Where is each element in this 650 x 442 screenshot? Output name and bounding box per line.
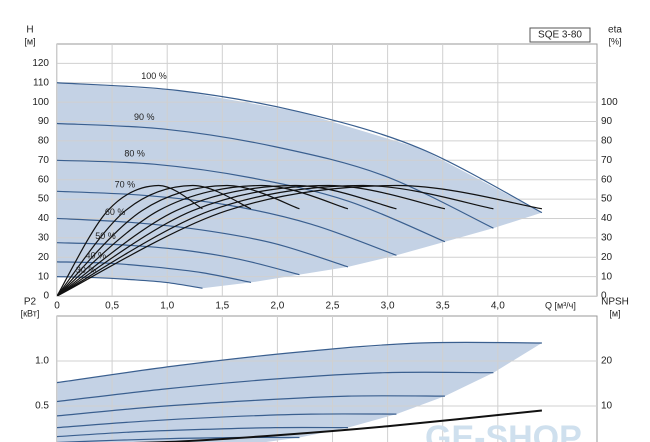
plot-content xyxy=(57,44,597,296)
y2-tick-label: 50 xyxy=(601,194,613,205)
secondary-curve xyxy=(57,184,446,296)
curve-label: 80 % xyxy=(124,149,145,159)
y-tick-label: 90 xyxy=(38,116,50,127)
secondary-curve xyxy=(57,184,300,296)
x-tick-label: 0,5 xyxy=(105,301,119,312)
x-tick-label: 1,5 xyxy=(215,301,229,312)
y2-axis-label: eta xyxy=(608,25,622,36)
y2-tick-label: 60 xyxy=(601,174,613,185)
y-axis-unit: [м] xyxy=(24,36,35,46)
y-axis-label: P2 xyxy=(24,297,37,308)
y2-tick-label: 90 xyxy=(601,116,613,127)
curve xyxy=(57,159,446,243)
x-tick-label: 3,0 xyxy=(381,301,395,312)
curve xyxy=(57,122,494,229)
y2-tick-label: 80 xyxy=(601,136,613,147)
y2-axis-label: NPSH xyxy=(601,297,629,308)
y2-axis-unit: [%] xyxy=(608,36,621,46)
curve-label: 60 % xyxy=(105,207,126,217)
curve xyxy=(57,341,542,384)
y-tick-label: 120 xyxy=(32,58,49,69)
secondary-curve xyxy=(57,184,397,296)
y-axis-unit: [кВт] xyxy=(21,308,40,318)
y2-axis-unit: [м] xyxy=(609,308,620,318)
y2-tick-label: 30 xyxy=(601,232,613,243)
y-tick-label: 100 xyxy=(32,97,49,108)
curve xyxy=(57,395,445,417)
y-tick-label: 10 xyxy=(38,271,50,282)
y2-tick-label: 0 xyxy=(601,291,607,302)
curve-label: 70 % xyxy=(115,180,136,190)
y-tick-label: 70 xyxy=(38,155,50,166)
y-tick-label: 0 xyxy=(43,291,49,302)
y-tick-label: 1.0 xyxy=(35,356,49,367)
secondary-curve xyxy=(57,184,494,296)
secondary-curve xyxy=(57,184,349,296)
curve-label: 30 % xyxy=(76,265,97,275)
title-box xyxy=(529,27,591,43)
y-tick-label: 40 xyxy=(38,213,50,224)
y-tick-label: 20 xyxy=(38,252,50,263)
y-tick-label: 110 xyxy=(33,77,49,88)
curve xyxy=(57,82,543,214)
y-tick-label: 0.5 xyxy=(35,401,49,412)
y2-tick-label: 10 xyxy=(601,401,613,412)
y-tick-label: 30 xyxy=(38,232,50,243)
x-tick-label: 1,0 xyxy=(160,301,174,312)
curve-label: 40 % xyxy=(86,250,107,260)
y-tick-label: 60 xyxy=(38,174,50,185)
secondary-curve xyxy=(57,184,542,296)
x-tick-label: 2,0 xyxy=(270,301,284,312)
curve xyxy=(57,371,494,403)
x-tick-label: 2,5 xyxy=(326,301,340,312)
plot-content xyxy=(57,316,597,442)
curve-label: 100 % xyxy=(141,71,167,81)
y-axis-label: H xyxy=(26,25,33,36)
chart-title: SQE 3-80 xyxy=(538,30,582,41)
curve xyxy=(57,426,348,438)
secondary-curve xyxy=(57,184,252,296)
y-tick-label: 80 xyxy=(38,136,50,147)
curve xyxy=(57,217,349,268)
y2-tick-label: 70 xyxy=(601,155,613,166)
y2-tick-label: 40 xyxy=(601,213,613,224)
curve-label: 50 % xyxy=(95,231,116,241)
y2-tick-label: 10 xyxy=(601,271,613,282)
y2-tick-label: 20 xyxy=(601,252,613,263)
operating-area xyxy=(57,343,542,442)
curve xyxy=(57,413,397,429)
secondary-curve xyxy=(134,409,542,442)
x-tick-label: 0 xyxy=(54,301,60,312)
y-tick-label: 50 xyxy=(38,194,50,205)
x-axis-label: Q [м³/ч] xyxy=(545,300,576,310)
y2-tick-label: 100 xyxy=(601,97,618,108)
watermark: GE-SHOP xyxy=(425,419,582,442)
curve-label: 90 % xyxy=(134,112,155,122)
x-tick-label: 4,0 xyxy=(491,301,505,312)
curve xyxy=(57,261,252,284)
x-tick-label: 3,5 xyxy=(436,301,450,312)
y2-tick-label: 20 xyxy=(601,356,613,367)
secondary-curve xyxy=(57,184,203,296)
curve xyxy=(57,242,300,276)
